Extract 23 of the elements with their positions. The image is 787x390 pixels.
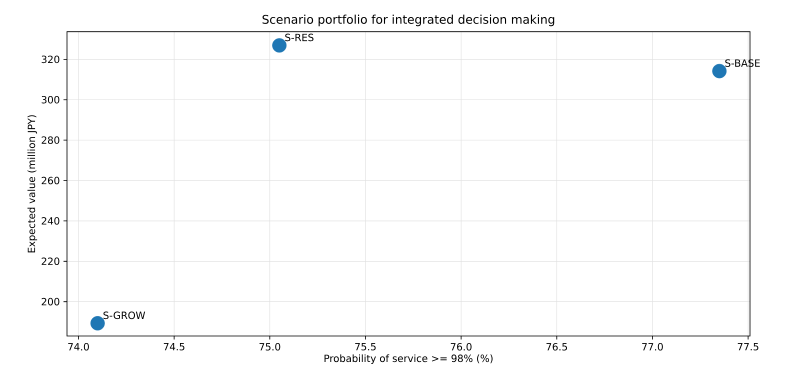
y-tick-label: 240 bbox=[42, 217, 60, 225]
annotation: S-RES bbox=[285, 34, 314, 42]
x-tick-label: 77.0 bbox=[642, 343, 663, 351]
annotation: S-GROW bbox=[103, 312, 146, 320]
x-axis-title: Probability of service >= 98% (%) bbox=[324, 354, 493, 364]
point bbox=[712, 64, 727, 78]
x-tick-label: 74.5 bbox=[164, 343, 184, 350]
x-tick-label: 76.0 bbox=[450, 343, 472, 351]
y-tick-label: 260 bbox=[42, 176, 60, 184]
x-tick-label: 74.0 bbox=[68, 343, 89, 351]
y-tick-label: 320 bbox=[42, 56, 60, 64]
y-tick-label: 220 bbox=[42, 258, 60, 266]
y-tick-label: 300 bbox=[42, 96, 60, 104]
x-tick-label: 75.5 bbox=[355, 343, 376, 350]
x-tick-label: 76.5 bbox=[546, 343, 567, 351]
y-axis-title: Expected value (million JPY) bbox=[27, 115, 38, 252]
y-tick-label: 200 bbox=[42, 298, 60, 306]
y-tick-label: 280 bbox=[42, 136, 60, 144]
chart-title: Scenario portfolio for integrated decision making bbox=[262, 14, 554, 26]
x-tick-label: 77.5 bbox=[738, 343, 758, 350]
point bbox=[272, 38, 287, 53]
point bbox=[90, 316, 105, 330]
x-tick-label: 75.0 bbox=[260, 343, 280, 351]
